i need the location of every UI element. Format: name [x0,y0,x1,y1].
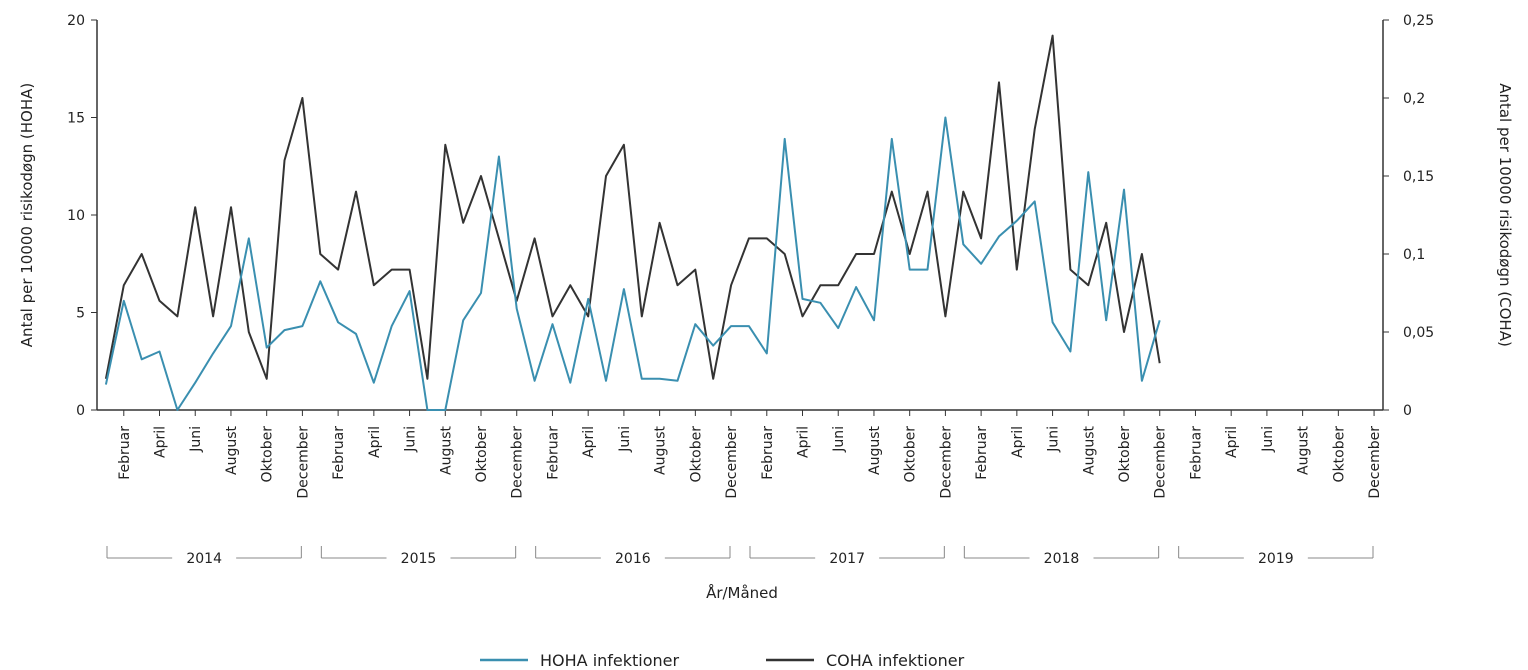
y-right-tick-label: 0,25 [1403,13,1434,29]
series-line-hoha [104,116,1161,411]
legend-label-hoha: HOHA infektioner [540,651,680,670]
x-tick-label: August [653,425,669,475]
y-left-tick-label: 15 [67,111,85,127]
x-tick-label: Juni [831,426,847,453]
x-tick-label: Februar [545,426,561,480]
x-tick-label: April [367,426,383,458]
series-layer [104,34,1161,411]
y-left-tick-label: 5 [76,306,85,322]
x-tick-label: Oktober [260,426,276,483]
x-tick-label: December [724,426,740,499]
year-label: 2017 [829,551,865,567]
x-tick-label: December [1153,426,1169,499]
x-tick-label: April [581,426,597,458]
x-tick-label: April [796,426,812,458]
year-label: 2014 [186,551,222,567]
x-tick-label: Februar [974,426,990,480]
x-tick-label: December [510,426,526,499]
x-tick-label: Juni [403,426,419,453]
x-tick-label: Juni [1260,426,1276,453]
x-tick-label: December [1367,426,1383,499]
y-right-tick-label: 0,05 [1403,325,1434,341]
x-tick-label: Oktober [688,426,704,483]
y-right-tick-label: 0,2 [1403,91,1425,107]
x-tick-label: August [438,425,454,475]
x-tick-label: April [1010,426,1026,458]
x-tick-label: August [224,425,240,475]
y-left-tick-label: 10 [67,208,85,224]
y-right-tick-label: 0 [1403,403,1412,419]
x-tick-label: Juni [188,426,204,453]
x-tick-label: December [295,426,311,499]
x-tick-label: April [153,426,169,458]
y-axis-left-title: Antal per 10000 risikodøgn (HOHA) [18,83,36,347]
x-tick-label: December [938,426,954,499]
x-tick-label: Februar [1188,426,1204,480]
x-tick-label: Februar [117,426,133,480]
x-tick-label: August [1296,425,1312,475]
y-left-tick-label: 20 [67,13,85,29]
legend-label-coha: COHA infektioner [826,651,965,670]
x-tick-label: August [867,425,883,475]
chart-axes: 0 5 10 15 20 0 0,05 0,1 0,15 0,2 0,25 Februar April J… [67,13,1434,499]
x-tick-label: April [1224,426,1240,458]
x-tick-label: Juni [617,426,633,453]
y-right-tick-label: 0,15 [1403,169,1434,185]
series-line-coha [104,34,1161,380]
y-axis-right-title: Antal per 10000 risikodøgn (COHA) [1496,83,1514,347]
x-tick-label: Juni [1046,426,1062,453]
x-tick-label: August [1081,425,1097,475]
x-tick-label: Oktober [1117,426,1133,483]
x-tick-label: Februar [760,426,776,480]
y-right-tick-label: 0,1 [1403,247,1425,263]
year-label: 2018 [1044,551,1080,567]
x-tick-label: Oktober [474,426,490,483]
year-label: 2016 [615,551,651,567]
year-label: 2019 [1258,551,1294,567]
y-left-tick-label: 0 [76,403,85,419]
legend: HOHA infektioner COHA infektioner [480,651,965,670]
x-tick-label: Februar [331,426,347,480]
x-tick-label: Oktober [903,426,919,483]
year-axis-groups: 2014 2015 2016 2017 2018 2019 [106,546,1374,567]
year-label: 2015 [401,551,437,567]
x-axis-title: År/Måned [706,583,778,602]
x-tick-label: Oktober [1331,426,1347,483]
